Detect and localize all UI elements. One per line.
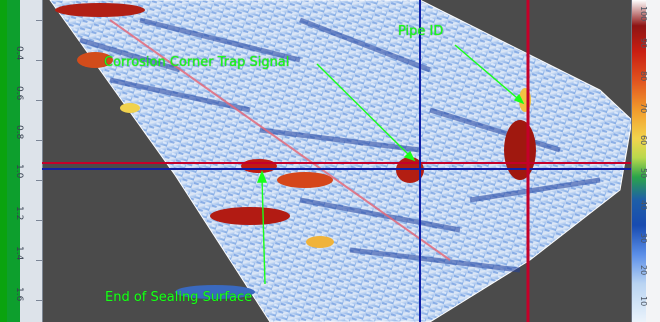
sector-area — [49, 0, 633, 322]
ruler-minor-tick — [36, 220, 42, 221]
ruler-minor-tick — [36, 20, 42, 21]
ruler-minor-tick — [36, 180, 42, 181]
sealing-arrow — [261, 177, 266, 285]
colorbar-label-60: 60 — [639, 135, 648, 146]
annotation-arrows — [256, 44, 525, 285]
colorbar-label-70: 70 — [639, 103, 648, 114]
colorbar-label-10: 10 — [639, 296, 648, 307]
colorbar-label-80: 80 — [639, 71, 648, 82]
ruler-minor-tick — [36, 60, 42, 61]
amplitude-scale-labels: 100 90 80 70 60 50 40 30 20 10 — [639, 0, 660, 322]
pipe-id-arrowhead — [513, 93, 525, 105]
pipe-id-label: Pipe ID — [398, 24, 444, 39]
left-status-strip — [0, 0, 7, 322]
colorbar-label-40: 40 — [639, 200, 648, 211]
colorbar-label-20: 20 — [639, 265, 648, 276]
beam-guide-line — [109, 19, 451, 261]
gain-fill — [7, 0, 20, 322]
corrosion-arrowhead — [403, 150, 416, 162]
colorbar-label-50: 50 — [639, 168, 648, 179]
pipe-id-arrow — [454, 44, 524, 104]
ruler-minor-tick — [36, 100, 42, 101]
colorbar-label-100: 100 — [639, 6, 648, 22]
ruler-minor-tick — [36, 140, 42, 141]
corrosion-label: Corrosion Corner Trap Signal — [104, 55, 290, 70]
sealing-arrowhead — [256, 170, 268, 183]
colorbar-label-90: 90 — [639, 38, 648, 49]
sealing-label: End of Sealing Surface — [105, 290, 253, 305]
corrosion-arrow — [316, 63, 415, 161]
gain-bar[interactable] — [7, 0, 20, 322]
ruler-minor-tick — [36, 300, 42, 301]
colorbar-label-30: 30 — [639, 233, 648, 244]
amplitude-color-scale — [631, 0, 647, 322]
scan-texture — [79, 17, 601, 273]
depth-ruler: 0.4 0.6 0.8 1.0 1.2 1.4 1.6 — [14, 0, 43, 322]
ruler-minor-tick — [36, 260, 42, 261]
